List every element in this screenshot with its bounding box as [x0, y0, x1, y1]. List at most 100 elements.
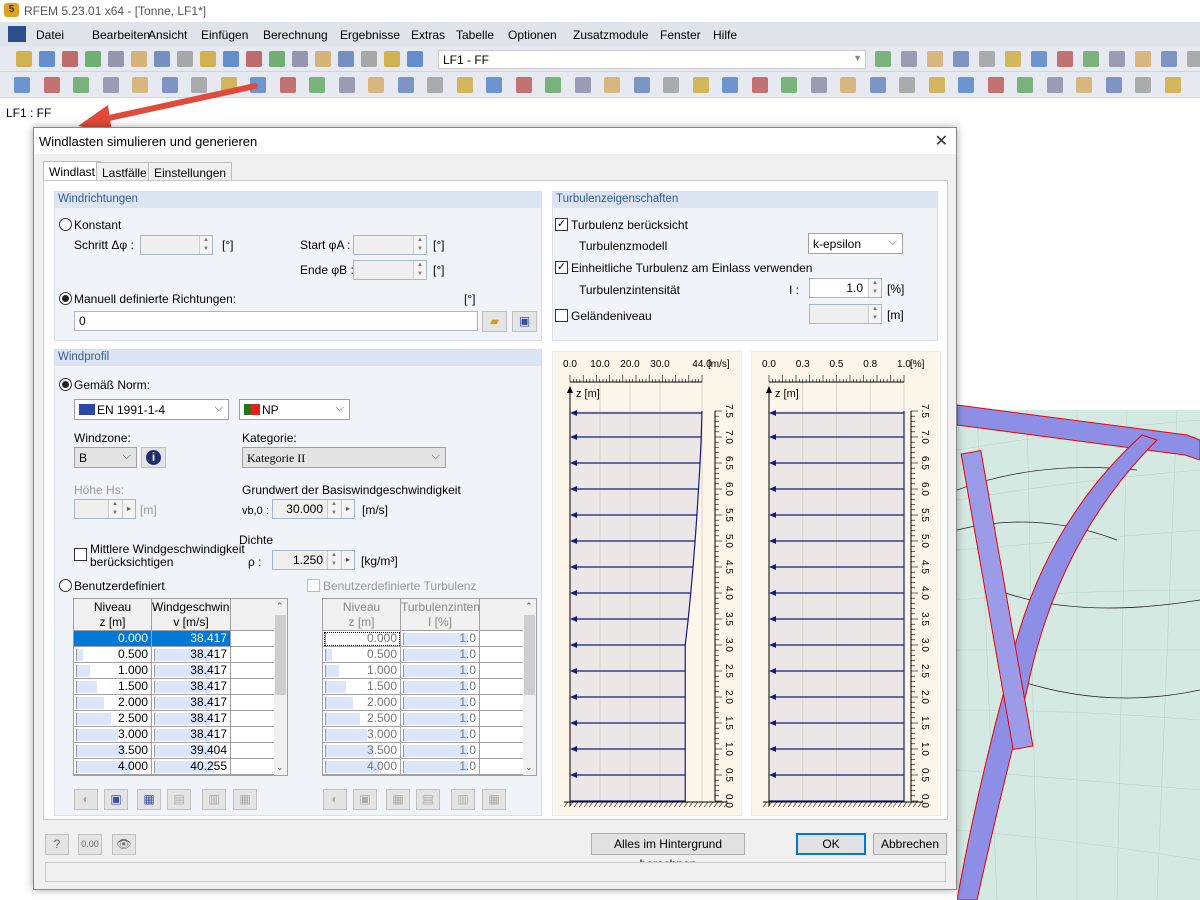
- cell-value[interactable]: 1.0: [401, 727, 480, 743]
- spinner-icon[interactable]: ▲ ▼: [868, 305, 881, 323]
- menu-item[interactable]: Fenster: [660, 28, 701, 42]
- mittlere-checkbox[interactable]: [74, 548, 87, 561]
- spinner-icon[interactable]: ▲ ▼: [413, 236, 426, 254]
- hand-icon[interactable]: [1109, 51, 1125, 67]
- norm-combo[interactable]: EN 1991-1-4 ⌵: [74, 399, 229, 420]
- column-header[interactable]: Niveau z [m]: [323, 599, 401, 631]
- cell-value[interactable]: 38.417: [152, 727, 231, 743]
- view-active-icon[interactable]: [1187, 51, 1200, 67]
- spinner-icon[interactable]: ▲ ▼: [413, 261, 426, 279]
- turbulenz-checkbox[interactable]: ✓: [555, 218, 568, 231]
- help-button[interactable]: ?: [45, 834, 69, 855]
- target-icon[interactable]: [292, 51, 308, 67]
- clipboard-icon[interactable]: [131, 51, 147, 67]
- save-icon[interactable]: [108, 51, 124, 67]
- tables-icon[interactable]: [1164, 77, 1181, 93]
- box-icon[interactable]: [692, 77, 709, 93]
- menu-item[interactable]: Ansicht: [148, 28, 188, 42]
- konstant-radio[interactable]: [59, 218, 72, 231]
- table-icon[interactable]: [361, 51, 377, 67]
- surface-icon[interactable]: [191, 77, 207, 93]
- tab-windlast[interactable]: Windlast: [43, 161, 102, 181]
- paste-icon[interactable]: ▥: [202, 789, 226, 810]
- gelaende-checkbox[interactable]: [555, 309, 568, 322]
- table-calc-icon[interactable]: ▦: [482, 789, 506, 810]
- scroll-up-icon[interactable]: ⌃: [525, 601, 533, 611]
- cell-value[interactable]: 38.417: [152, 631, 231, 647]
- node-icon[interactable]: [14, 77, 30, 93]
- hoehe-input[interactable]: ▲ ▼ ▸: [74, 499, 136, 519]
- pan-icon[interactable]: [604, 77, 620, 93]
- solid-result-icon[interactable]: [1017, 77, 1033, 93]
- ok-button[interactable]: OK: [796, 833, 866, 855]
- node-load-icon[interactable]: [161, 77, 178, 93]
- cell-value[interactable]: 1.0: [401, 631, 480, 647]
- menu-item[interactable]: Bearbeiten: [92, 28, 151, 42]
- tab-lastfaelle[interactable]: Lastfälle: [96, 162, 153, 181]
- menu-item[interactable]: Einfügen: [201, 28, 249, 42]
- member-icon[interactable]: [73, 77, 89, 93]
- cell-value[interactable]: 1.0: [401, 647, 480, 663]
- cell-niveau[interactable]: 0.500: [323, 647, 401, 663]
- loadcase-icon[interactable]: [427, 77, 443, 93]
- import-icon[interactable]: ◐: [323, 789, 347, 810]
- cell-value[interactable]: 1.0: [401, 711, 480, 727]
- loadcase-combo[interactable]: LF1 - FF ▼: [438, 50, 866, 69]
- menu-item[interactable]: Berechnung: [263, 28, 328, 42]
- einheitlich-checkbox[interactable]: ✓: [555, 261, 568, 274]
- print-icon[interactable]: [154, 51, 170, 67]
- cell-value[interactable]: 1.0: [401, 663, 480, 679]
- cell-niveau[interactable]: 4.000: [74, 759, 152, 775]
- arrow-right-icon[interactable]: ▸: [341, 500, 354, 518]
- kategorie-combo[interactable]: Kategorie II ⌵: [242, 447, 446, 468]
- modell-combo[interactable]: k-epsilon ⌵: [808, 233, 903, 254]
- render-icon[interactable]: [899, 77, 915, 93]
- table1-icon[interactable]: [486, 77, 502, 93]
- cancel-button[interactable]: Abbrechen: [873, 833, 947, 855]
- cell-niveau[interactable]: 3.500: [323, 743, 401, 759]
- column-header[interactable]: Niveau z [m]: [74, 599, 152, 631]
- scrollbar[interactable]: ⌃ ⌄: [274, 599, 287, 775]
- show-load-icon[interactable]: [315, 51, 331, 67]
- cell-value[interactable]: 1.0: [401, 695, 480, 711]
- scrollbar-thumb[interactable]: [275, 615, 286, 695]
- arrow-icon[interactable]: [1046, 77, 1063, 93]
- arrow-right-icon[interactable]: ▸: [122, 500, 135, 518]
- color-icon[interactable]: [1105, 77, 1122, 93]
- solid-icon[interactable]: [338, 77, 355, 93]
- menu-item[interactable]: Hilfe: [713, 28, 738, 42]
- cell-niveau[interactable]: 0.000: [74, 631, 152, 647]
- archive-icon[interactable]: [62, 51, 78, 67]
- support-icon[interactable]: [102, 77, 119, 93]
- excel-import-icon[interactable]: ▦: [386, 789, 410, 810]
- result-line-icon[interactable]: [1135, 77, 1151, 93]
- excel-export-icon[interactable]: ▤: [167, 789, 191, 810]
- guide-icon[interactable]: [279, 77, 296, 93]
- manuell-radio[interactable]: [59, 292, 72, 305]
- values-icon[interactable]: [953, 51, 969, 67]
- values-gray-icon[interactable]: [1005, 51, 1021, 67]
- view-y-icon[interactable]: [781, 77, 797, 93]
- show-results-icon[interactable]: [927, 51, 943, 67]
- open-folder-button[interactable]: ▰: [482, 311, 507, 332]
- background-calc-button[interactable]: Alles im Hintergrund berechnen: [591, 833, 745, 871]
- cell-niveau[interactable]: 1.000: [323, 663, 401, 679]
- view-x-icon[interactable]: [751, 77, 768, 93]
- line-result-icon[interactable]: [1076, 77, 1092, 93]
- surface-new-icon[interactable]: [309, 77, 325, 93]
- menu-item[interactable]: Optionen: [508, 28, 557, 42]
- spinner-icon[interactable]: ▲ ▼: [327, 551, 340, 569]
- excel-import-icon[interactable]: ▦: [137, 789, 161, 810]
- view-iso-icon[interactable]: [840, 77, 856, 93]
- opening-icon[interactable]: [368, 77, 384, 93]
- panel2-icon[interactable]: [1083, 51, 1099, 67]
- spinner-icon[interactable]: ▲ ▼: [108, 500, 121, 518]
- benutzer-turbulenz-checkbox[interactable]: [307, 579, 320, 592]
- print-preview-icon[interactable]: [177, 51, 193, 67]
- axis-icon[interactable]: [1161, 51, 1177, 67]
- cell-value[interactable]: 38.417: [152, 647, 231, 663]
- info-button[interactable]: i: [141, 447, 166, 468]
- dim-icon[interactable]: [958, 77, 974, 93]
